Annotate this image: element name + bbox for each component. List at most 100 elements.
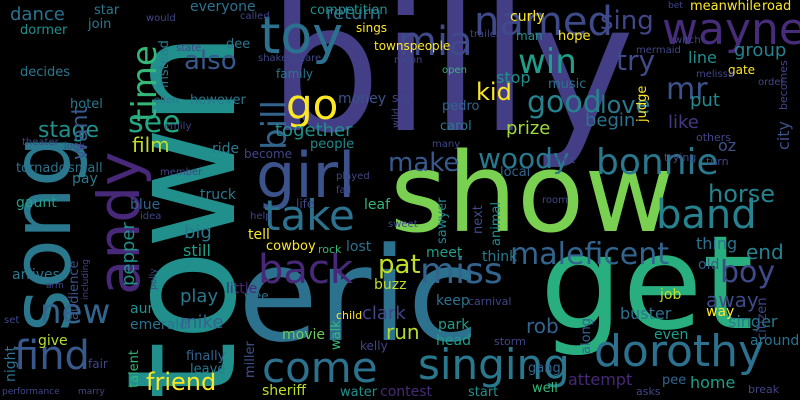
word-come: come — [262, 343, 378, 392]
word-dorothy: dorothy — [594, 326, 765, 377]
word-room: room — [542, 195, 568, 206]
word-lost: lost — [346, 239, 372, 255]
word-pat: pat — [378, 250, 421, 280]
word-think: think — [482, 249, 518, 265]
word-carnival: carnival — [468, 295, 512, 308]
word-start: start — [468, 385, 499, 400]
word-singer: singer — [728, 312, 778, 331]
word-sawyer: sawyer — [435, 197, 450, 244]
word-try: try — [616, 44, 656, 77]
word-billy: billy — [268, 0, 635, 172]
word-rob: rob — [526, 314, 559, 338]
word-turn: turn — [706, 155, 729, 168]
word-trying: trying — [664, 151, 697, 164]
word-stop: stop — [496, 68, 531, 87]
word-return: return — [326, 3, 382, 24]
word-ride: ride — [212, 141, 240, 157]
word-buzz: buzz — [374, 277, 407, 293]
word-witch: witch — [674, 35, 701, 46]
word-arm: arm — [46, 281, 64, 291]
word-break: break — [748, 383, 780, 396]
word-set: set — [4, 315, 20, 326]
word-would: would — [146, 13, 176, 24]
word-man: man — [516, 29, 543, 43]
word-competition: competition — [310, 3, 388, 18]
word-also: also — [184, 46, 237, 76]
word-others: others — [696, 131, 732, 144]
word-get: get — [540, 207, 754, 359]
word-night: night — [3, 345, 19, 382]
word-pee: pee — [662, 373, 687, 388]
word-theater: theater — [22, 137, 59, 148]
word-gang: gang — [528, 361, 561, 376]
word-polly: polly — [149, 268, 159, 290]
word-bet: bet — [668, 1, 683, 11]
word-open: open — [442, 65, 467, 76]
word-storm: storm — [494, 335, 526, 348]
word-new: new — [40, 292, 111, 332]
word-mr: mr — [666, 72, 708, 107]
word-called: called — [240, 11, 270, 22]
word-state: state — [176, 43, 202, 54]
word-friend: friend — [146, 368, 217, 396]
word-aunt: aunt — [130, 301, 162, 317]
word-wild: wild — [391, 107, 402, 128]
word-emerald: emerald — [130, 317, 188, 333]
word-trailer: trailer — [470, 29, 500, 40]
word-curly: curly — [510, 9, 545, 25]
word-tell: tell — [248, 227, 270, 243]
word-water: water — [340, 385, 378, 400]
word-contest: contest — [380, 384, 433, 400]
word-clark: clark — [362, 303, 406, 324]
word-put: put — [690, 90, 720, 111]
word-instead: instead — [157, 40, 172, 88]
word-look: look — [64, 141, 85, 152]
word-pedro: pedro — [442, 99, 480, 114]
word-animal: animal — [489, 201, 504, 246]
word-end: end — [746, 240, 784, 264]
word-child: child — [336, 309, 363, 322]
word-free: free — [556, 155, 576, 166]
word-next: next — [471, 205, 486, 234]
word-asks: asks — [636, 385, 661, 398]
word-leave: leave — [190, 362, 226, 377]
word-fall: fall — [336, 185, 352, 196]
word-find: find — [14, 333, 90, 379]
word-music: music — [548, 77, 587, 92]
word-old: old — [698, 257, 720, 273]
word-idea: idea — [140, 211, 162, 222]
word-horse: horse — [708, 180, 776, 208]
word-well: well — [532, 381, 558, 396]
word-emily: emily — [164, 121, 192, 132]
word-around: around — [750, 333, 800, 349]
word-home: home — [690, 373, 736, 392]
word-money: money — [338, 91, 386, 107]
word-pepper: pepper — [118, 222, 139, 286]
word-decides: decides — [20, 65, 71, 80]
word-rock: rock — [318, 243, 342, 256]
word-wee: wee — [244, 289, 269, 303]
word-family: family — [276, 67, 314, 81]
word-movie: movie — [282, 327, 325, 343]
word-hope: hope — [558, 29, 591, 44]
word-mermaid: mermaid — [636, 45, 681, 56]
word-tornado: tornado — [16, 161, 67, 176]
word-kid: kid — [476, 78, 512, 106]
word-arrives: arrives — [12, 267, 60, 283]
word-order: order — [758, 77, 785, 88]
word-win: win — [518, 42, 577, 82]
word-road: road — [762, 0, 792, 14]
word-like: like — [668, 112, 699, 133]
word-member: member — [160, 167, 203, 178]
word-band: band — [656, 192, 757, 238]
word-dormer: dormer — [20, 23, 68, 38]
word-eric: eric — [238, 219, 480, 371]
word-including: including — [81, 259, 91, 300]
word-oz: oz — [718, 136, 737, 155]
word-sweet: sweet — [388, 219, 418, 230]
word-girl: girl — [256, 139, 356, 212]
word-run: run — [386, 320, 420, 344]
word-walk: walk — [329, 320, 344, 350]
word-way: way — [706, 304, 735, 320]
